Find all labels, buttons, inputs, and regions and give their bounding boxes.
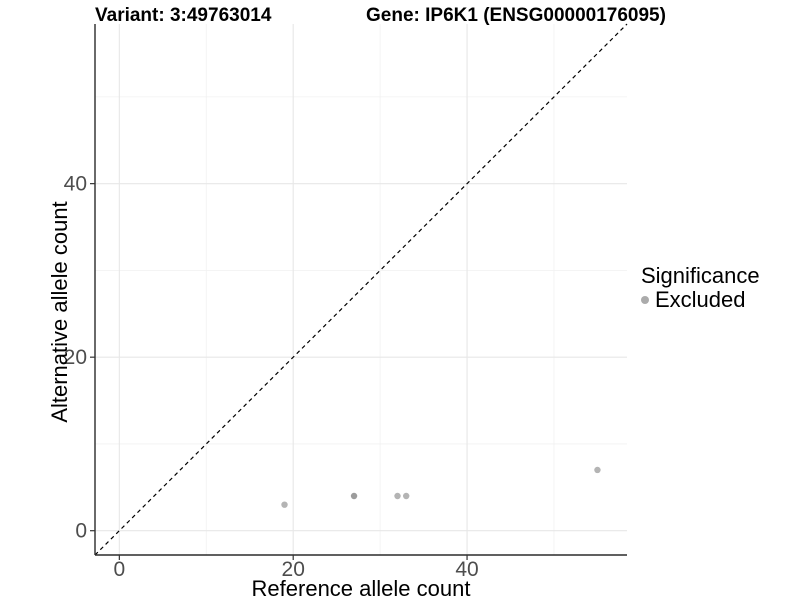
legend: Significance Excluded xyxy=(641,264,760,311)
y-tick-label: 40 xyxy=(64,173,87,196)
x-tick-label: 40 xyxy=(455,558,478,581)
y-axis-title: Alternative allele count xyxy=(47,201,72,423)
legend-title: Significance xyxy=(641,263,760,288)
x-tick-label: 20 xyxy=(282,558,305,581)
legend-point-icon xyxy=(641,296,649,304)
legend-item-excluded: Excluded xyxy=(641,289,760,311)
data-point xyxy=(281,501,288,508)
x-axis-title: Reference allele count xyxy=(251,576,471,600)
legend-item-label: Excluded xyxy=(655,287,746,312)
plot-title-variant: Variant: 3:49763014 xyxy=(95,5,272,26)
y-tick-label: 0 xyxy=(75,520,87,543)
y-tick-label: 20 xyxy=(64,346,87,369)
data-point xyxy=(403,492,410,500)
plot-title-gene: Gene: IP6K1 (ENSG00000176095) xyxy=(366,5,666,26)
data-point xyxy=(594,466,601,474)
x-tick-label: 0 xyxy=(113,558,125,581)
data-point xyxy=(394,492,401,500)
identity-line xyxy=(94,23,628,556)
data-point xyxy=(350,492,358,500)
